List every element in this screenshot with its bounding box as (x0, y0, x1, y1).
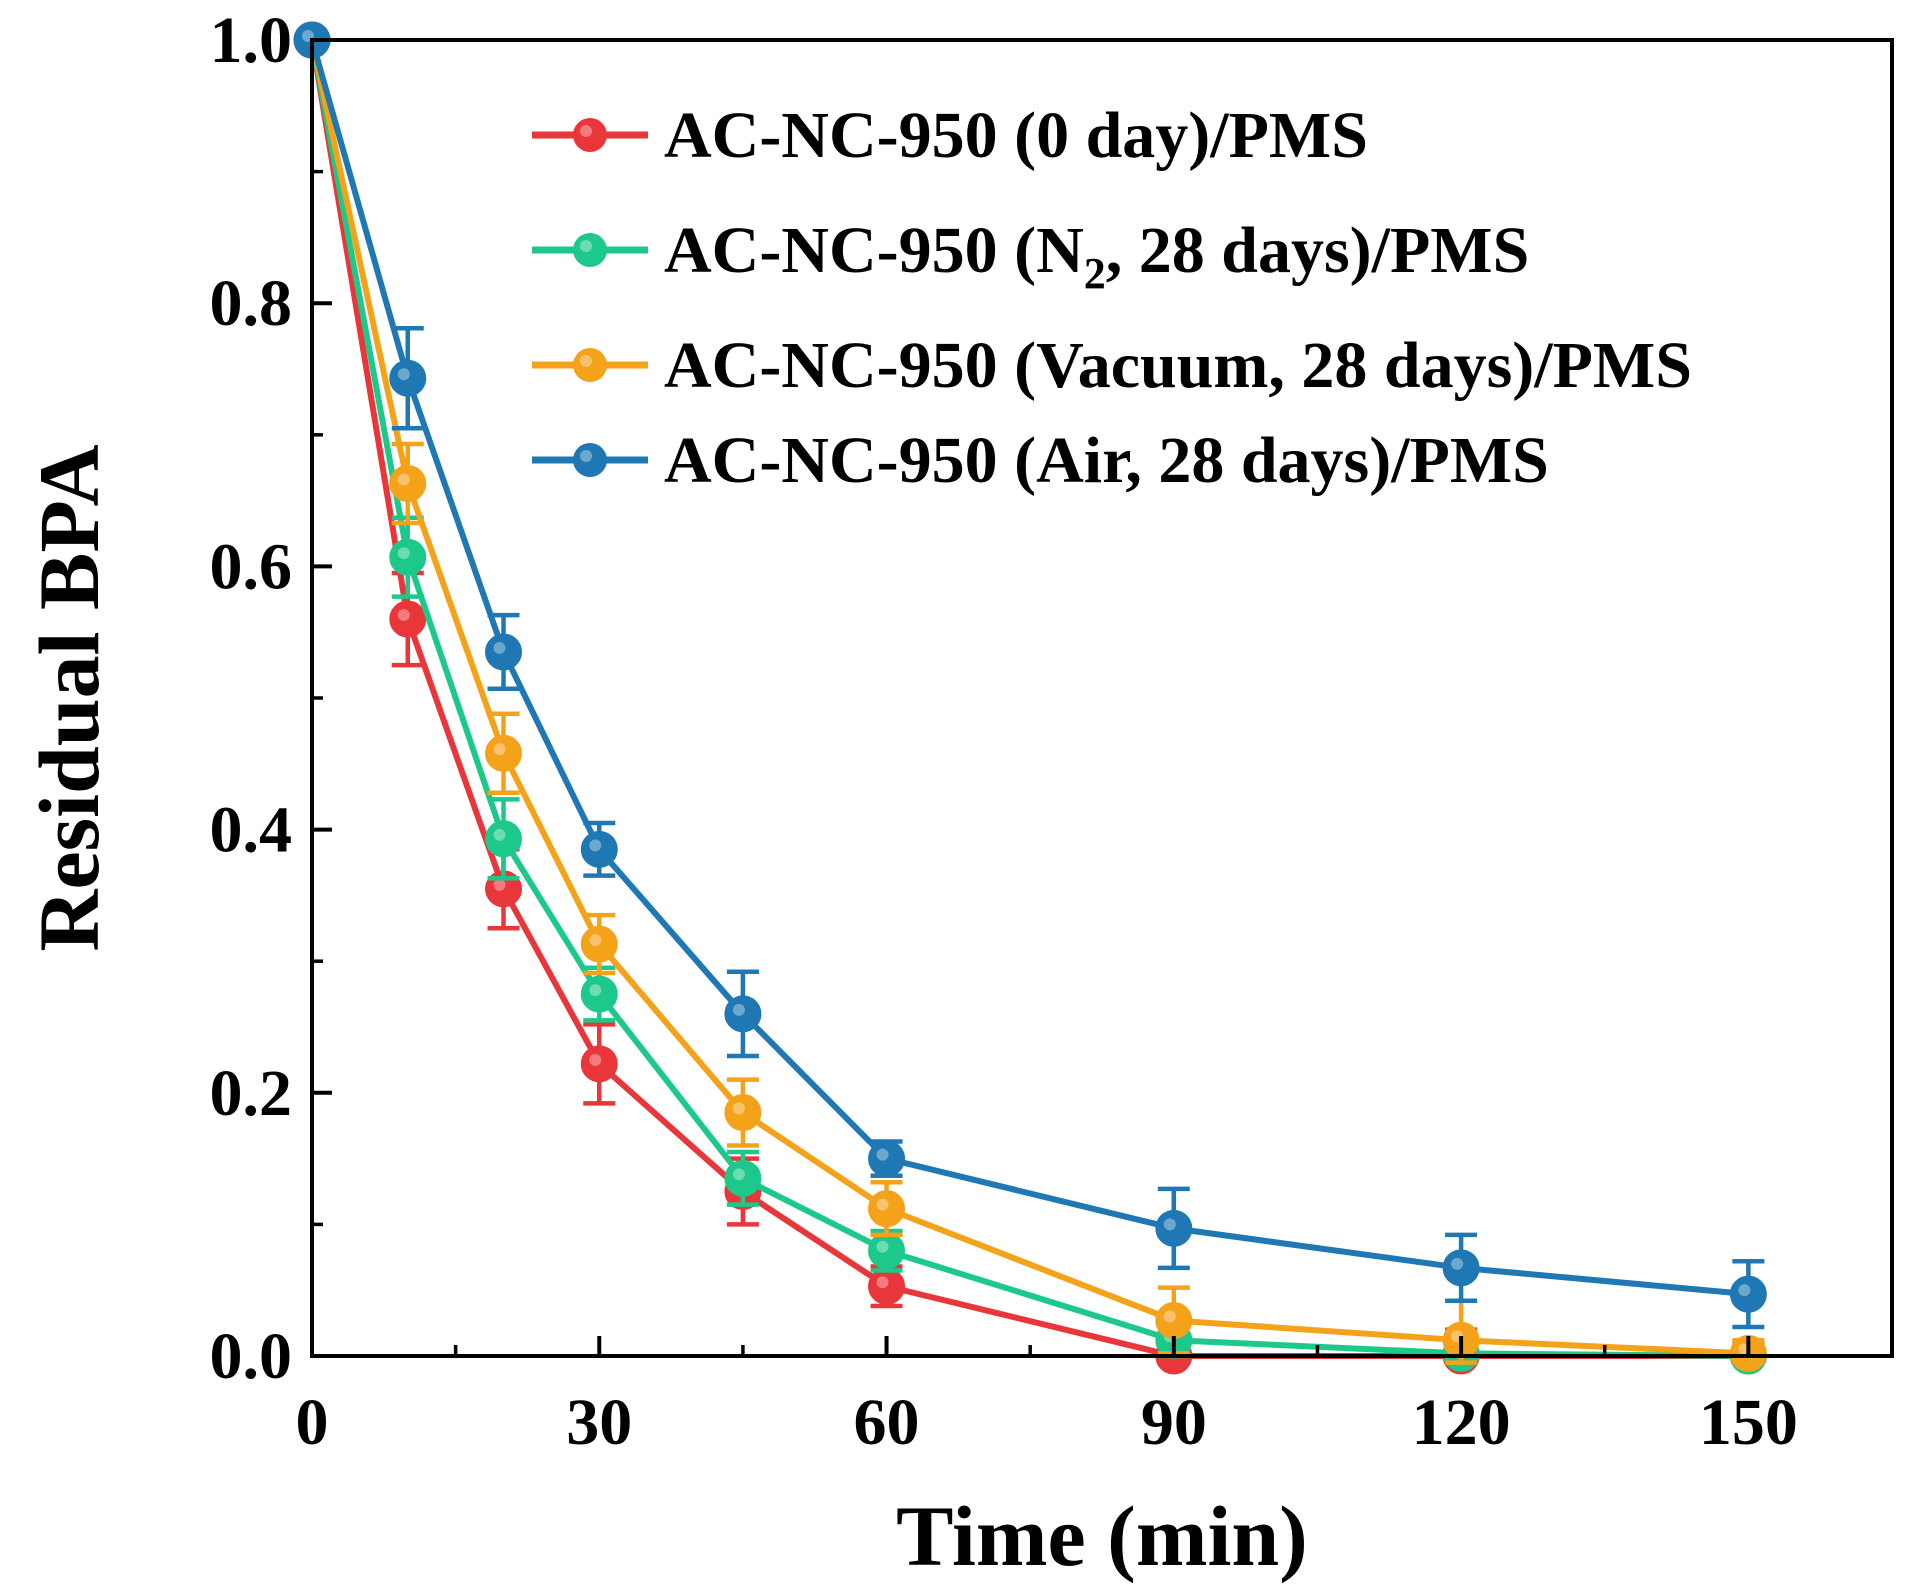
data-point (1729, 1275, 1767, 1313)
data-point-highlight (876, 1276, 889, 1289)
y-tick-label: 1.0 (210, 4, 293, 77)
data-point-highlight (1451, 1257, 1464, 1270)
data-point (389, 538, 427, 576)
data-point-highlight (397, 547, 410, 560)
data-point (868, 1140, 906, 1178)
legend: AC-NC-950 (0 day)/PMS AC-NC-950 (N2, 28 d… (532, 99, 1692, 497)
plot-frame (310, 38, 1894, 1358)
data-point (485, 820, 523, 858)
data-point (724, 995, 762, 1033)
data-point (485, 734, 523, 772)
legend-marker (573, 118, 607, 152)
y-tick-label: 0.0 (210, 1320, 293, 1393)
data-point-highlight (1738, 1284, 1751, 1297)
data-point-highlight (589, 984, 602, 997)
data-point-highlight (589, 934, 602, 947)
data-point (580, 830, 618, 868)
data-point-highlight (732, 1003, 745, 1016)
data-point (724, 1159, 762, 1197)
y-axis-title: Residual BPA (21, 444, 117, 951)
data-point (1155, 1209, 1193, 1247)
data-point (580, 1045, 618, 1083)
series-3 (293, 21, 1767, 1330)
axes-group: 0 30 60 90 120 150 0.0 0.2 0.4 0.6 0.8 1.0 (210, 4, 1798, 1459)
y-tick-label: 0.4 (210, 794, 293, 867)
y-tick-label: 0.6 (210, 530, 293, 603)
x-tick-label: 120 (1412, 1386, 1511, 1459)
legend-label: AC-NC-950 (Vacuum, 28 days)/PMS (664, 329, 1692, 402)
data-point (485, 633, 523, 671)
data-point-highlight (1163, 1218, 1176, 1231)
y-tick-label: 0.8 (210, 267, 293, 340)
data-point-highlight (493, 878, 506, 891)
data-point (389, 359, 427, 397)
legend-label: AC-NC-950 (0 day)/PMS (664, 99, 1368, 172)
legend-marker-highlight (580, 355, 592, 367)
data-point (580, 975, 618, 1013)
data-point-highlight (397, 368, 410, 381)
x-tick-label: 90 (1141, 1386, 1207, 1459)
data-point-highlight (589, 839, 602, 852)
data-point (389, 600, 427, 638)
x-axis-title: Time (min) (896, 1488, 1308, 1584)
data-point-highlight (493, 641, 506, 654)
legend-marker (573, 348, 607, 382)
legend-marker (573, 443, 607, 477)
data-point-highlight (732, 1168, 745, 1181)
legend-marker-highlight (580, 240, 592, 252)
legend-marker-highlight (580, 125, 592, 137)
legend-label: AC-NC-950 (Air, 28 days)/PMS (664, 424, 1549, 497)
x-tick-label: 0 (296, 1386, 329, 1459)
legend-entry-2: AC-NC-950 (Vacuum, 28 days)/PMS (532, 329, 1692, 402)
data-point (1442, 1249, 1480, 1287)
data-point (724, 1094, 762, 1132)
x-tick-label: 30 (566, 1386, 632, 1459)
data-point-highlight (397, 473, 410, 486)
data-point-highlight (876, 1240, 889, 1253)
legend-entry-0: AC-NC-950 (0 day)/PMS (532, 99, 1368, 172)
data-point-highlight (1163, 1310, 1176, 1323)
x-tick-label: 150 (1699, 1386, 1798, 1459)
data-point (580, 925, 618, 963)
data-point (868, 1190, 906, 1228)
data-point-highlight (589, 1053, 602, 1066)
data-point-highlight (876, 1148, 889, 1161)
plot-frame-border (310, 38, 1894, 1358)
legend-marker-highlight (580, 450, 592, 462)
data-point-highlight (493, 828, 506, 841)
data-point-highlight (397, 609, 410, 622)
data-point-highlight (493, 743, 506, 756)
legend-entry-3: AC-NC-950 (Air, 28 days)/PMS (532, 424, 1549, 497)
legend-entry-1: AC-NC-950 (N2, 28 days)/PMS (532, 214, 1529, 298)
legend-label: AC-NC-950 (N2, 28 days)/PMS (664, 214, 1529, 298)
data-point-highlight (732, 1102, 745, 1115)
data-point-highlight (876, 1198, 889, 1211)
legend-marker (573, 233, 607, 267)
y-tick-label: 0.2 (210, 1057, 293, 1130)
x-tick-label: 60 (854, 1386, 920, 1459)
data-point (389, 464, 427, 502)
